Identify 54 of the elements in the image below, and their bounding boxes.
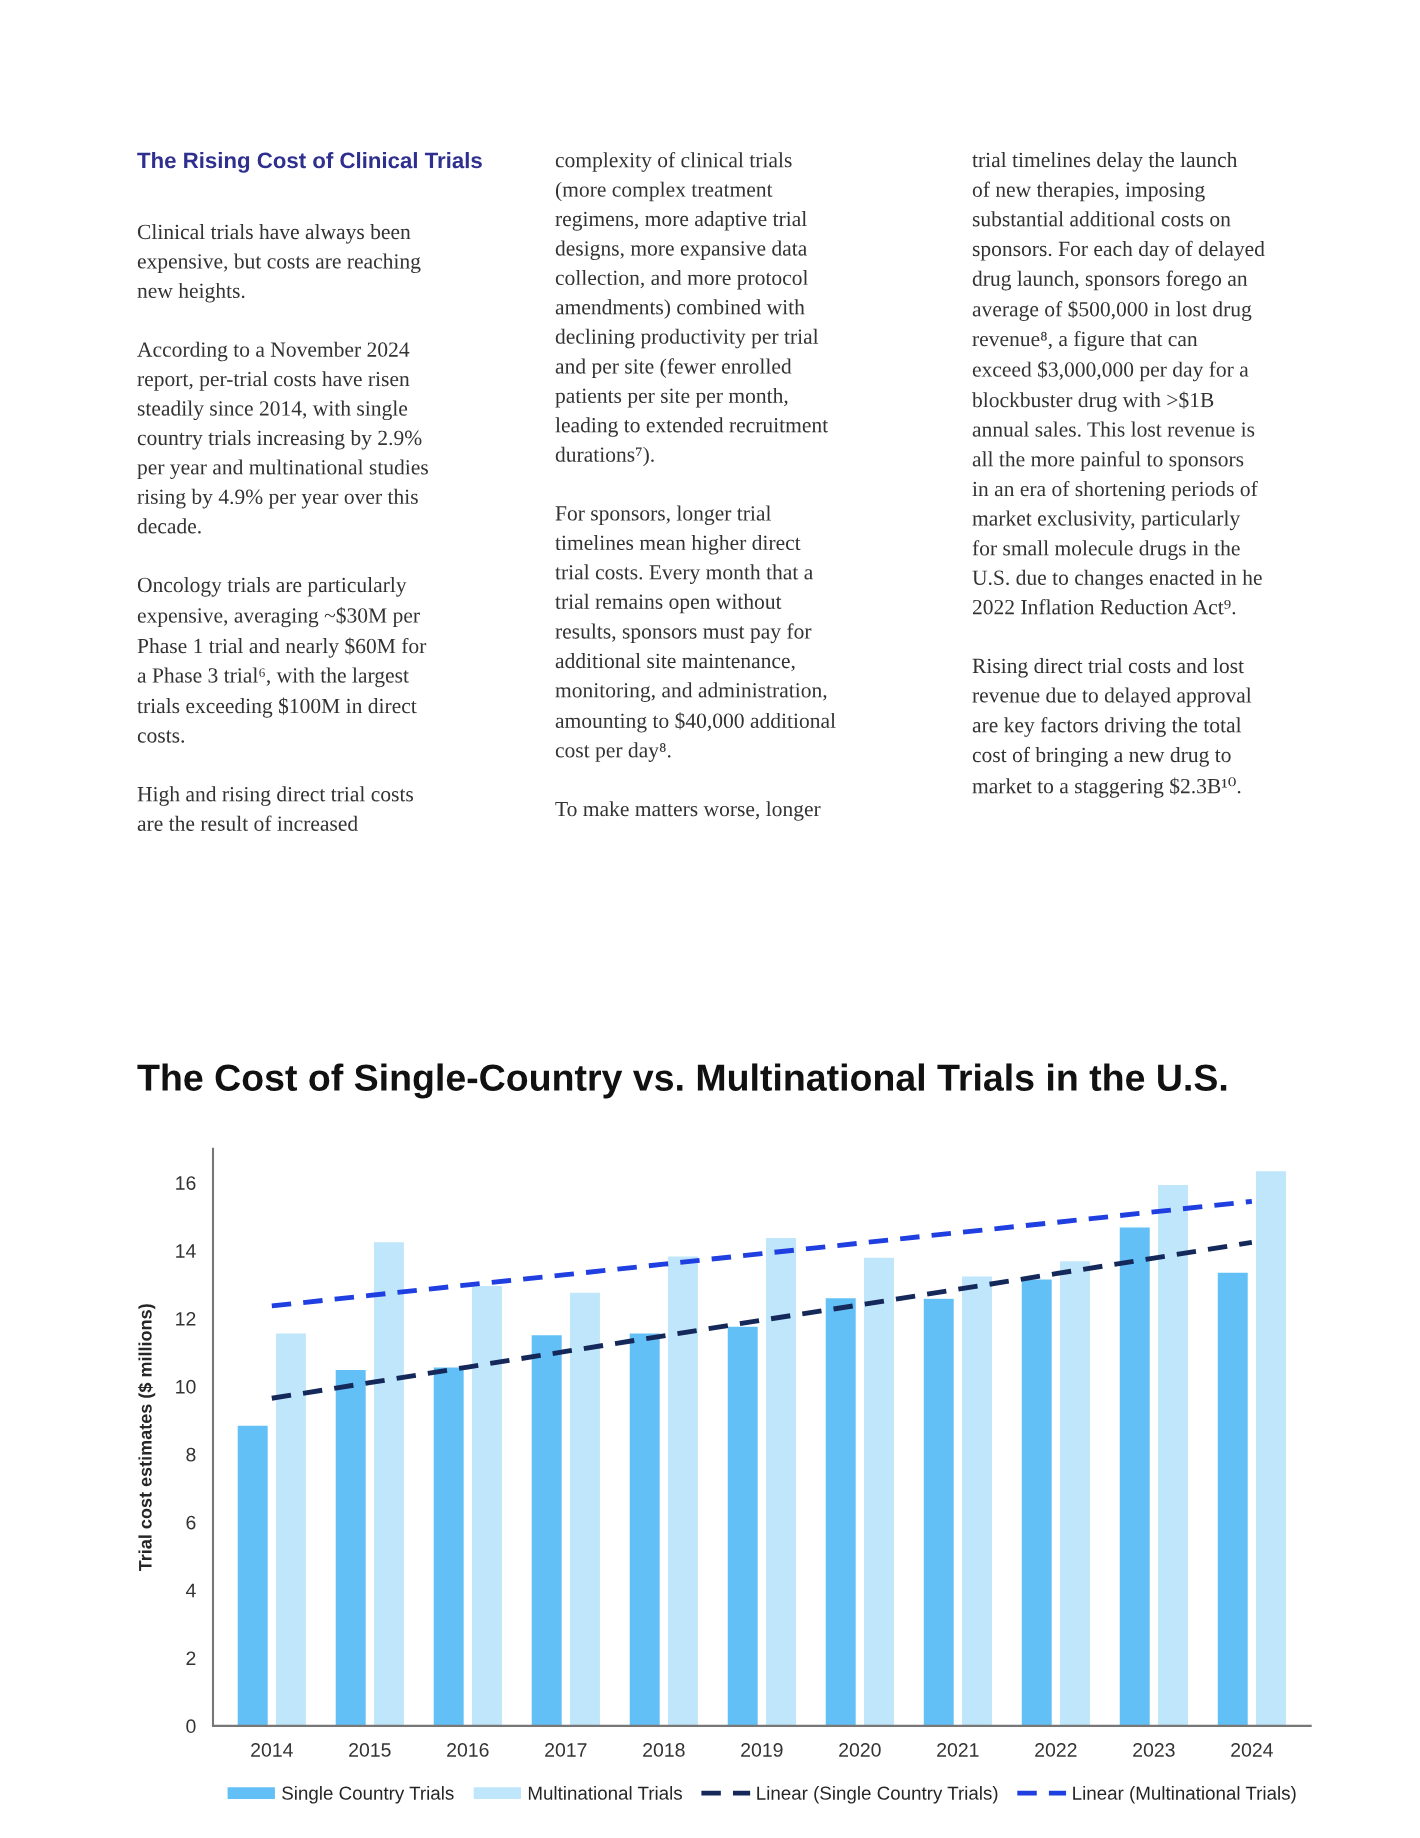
bar bbox=[824, 1296, 858, 1726]
legend-label: Linear (Multinational Trials) bbox=[1073, 1786, 1296, 1804]
bar bbox=[568, 1291, 602, 1726]
x-tick-label: 2022 bbox=[1035, 1743, 1077, 1757]
y-axis-title: Trial cost estimates ($ millions) bbox=[138, 1304, 156, 1572]
bar bbox=[628, 1332, 662, 1726]
x-tick-label: 2014 bbox=[251, 1743, 293, 1757]
x-tick-label: 2024 bbox=[1231, 1743, 1273, 1757]
y-tick-label: 4 bbox=[185, 1583, 196, 1598]
bar bbox=[1216, 1271, 1250, 1726]
y-tick-label: 10 bbox=[176, 1379, 196, 1394]
bar bbox=[530, 1333, 564, 1726]
x-tick-label: 2019 bbox=[741, 1743, 783, 1757]
line-series bbox=[269, 1198, 1255, 1309]
x-tick-label: 2016 bbox=[447, 1743, 489, 1757]
text: trial timelines delay the launch of new therapies, imposing substantial additional costs on sponsors. For each day of delayed drug launch, sponsors forego an average of $500,000 in lost drug revenue⁸, a figure that can exceed $3,000,000 per day for a blockbuster drug with >$1B annual sales. This lost revenue is all the more painful to sponsors in an era of shortening periods of market exclusivity, particularly for small molecule drugs in the U.S. due to changes enacted in he 2022 Inflation Reduction Act⁹. Rising direct trial costs and lost revenue due to delayed approval are key factors driving the total cost of bringing a new drug to market to a staggering $2.3B¹⁰. bbox=[972, 152, 1265, 798]
y-tick-label: 2 bbox=[186, 1651, 196, 1666]
bar bbox=[726, 1325, 760, 1726]
bar bbox=[372, 1240, 406, 1726]
x-tick-label: 2021 bbox=[937, 1743, 979, 1757]
line-series bbox=[269, 1240, 1255, 1401]
bar bbox=[470, 1284, 504, 1726]
text: The Rising Cost of Clinical Trials bbox=[137, 152, 482, 173]
bar bbox=[862, 1256, 896, 1726]
legend-label: Single Country Trials bbox=[282, 1786, 454, 1804]
y-tick-label: 14 bbox=[176, 1244, 196, 1258]
y-tick-label: 12 bbox=[176, 1311, 196, 1326]
text: Clinical trials have always been expensive, but costs are reaching new heights. According to a November 2024 report, per-trial costs have risen steadily since 2014, with single country trials increasing by 2.9% per year and multinational studies rising by 4.9% per year over this decade. Oncology trials are particularly expensive, averaging ~$30M per Phase 1 trial and nearly $60M for a Phase 3 trial⁶, with the largest trials exceeding $100M in direct costs. High and rising direct trial costs are the result of increased bbox=[137, 224, 428, 831]
text: complexity of clinical trials (more complex treatment regimens, more adaptive trial designs, more expansive data collection, and more protocol amendments) combined with declining productivity per trial and per site (fewer enrolled patients per site per month, leading to extended recruitment durations⁷). For sponsors, longer trial timelines mean higher direct trial costs. Every month that a trial remains open without results, sponsors must pay for additional site maintenance, monitoring, and administration, amounting to $40,000 additional cost per day⁸. To make matters worse, longer bbox=[555, 152, 836, 821]
x-tick-label: 2015 bbox=[349, 1743, 391, 1757]
bar bbox=[764, 1236, 798, 1726]
chart-title: The Cost of Single-Country vs. Multinational Trials in the U.S. bbox=[137, 1063, 1227, 1099]
x-tick-label: 2023 bbox=[1133, 1743, 1175, 1757]
bar bbox=[922, 1297, 956, 1726]
bar bbox=[1058, 1259, 1092, 1726]
bar bbox=[1020, 1278, 1054, 1726]
bar bbox=[666, 1254, 700, 1726]
x-tick-label: 2020 bbox=[839, 1743, 881, 1757]
bar bbox=[1156, 1183, 1190, 1726]
legend-label: Linear (Single Country Trials) bbox=[757, 1786, 998, 1804]
bar bbox=[960, 1275, 994, 1726]
bar bbox=[274, 1332, 308, 1726]
x-tick-label: 2018 bbox=[643, 1743, 685, 1757]
y-tick-label: 6 bbox=[186, 1515, 196, 1530]
y-tick-label: 8 bbox=[186, 1447, 196, 1462]
bar bbox=[432, 1366, 466, 1726]
legend-label: Multinational Trials bbox=[528, 1786, 682, 1800]
bar bbox=[1254, 1169, 1288, 1726]
bar bbox=[334, 1368, 368, 1726]
y-tick-label: 0 bbox=[186, 1719, 196, 1734]
y-tick-label: 16 bbox=[176, 1176, 196, 1190]
x-tick-label: 2017 bbox=[545, 1743, 587, 1757]
bar bbox=[236, 1424, 270, 1726]
bar bbox=[1118, 1226, 1152, 1726]
